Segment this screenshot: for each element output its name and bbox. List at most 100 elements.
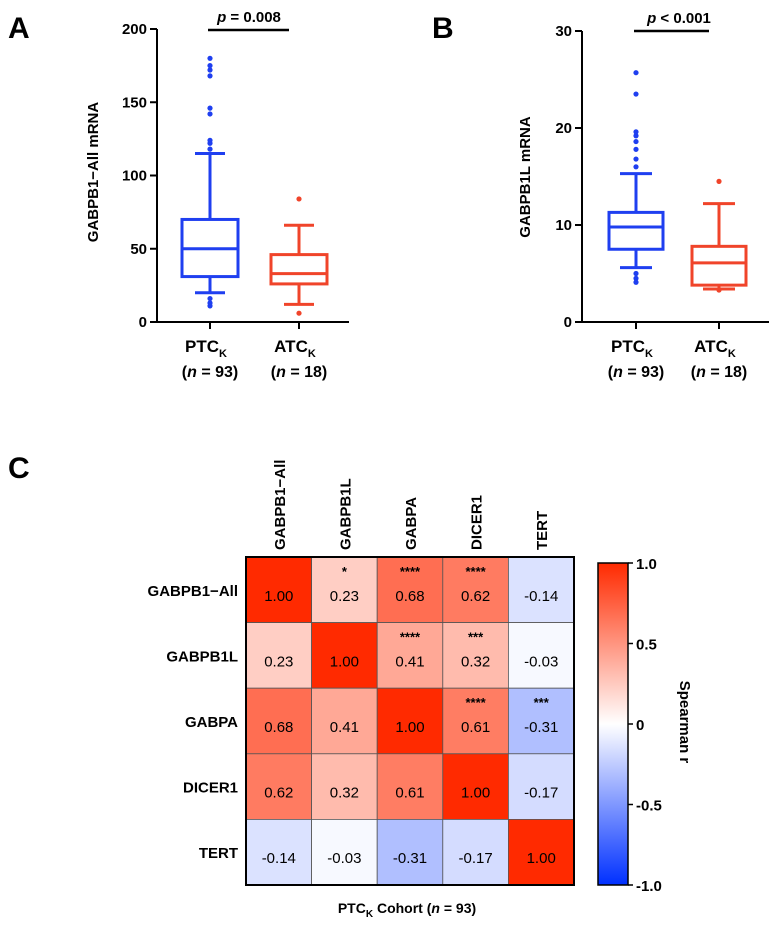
heatmap-col-label: TERT <box>534 511 551 550</box>
panel-a-pvalue-p: p <box>216 9 226 26</box>
outlier-point <box>633 70 639 76</box>
heatmap-cell-value: 0.32 <box>461 653 490 670</box>
heatmap-cell-fill <box>507 753 575 820</box>
heatmap-cell: -0.03 <box>507 622 575 689</box>
heatmap-cell-fill <box>507 556 575 623</box>
colorbar-tick-label: 0.5 <box>636 637 657 654</box>
heatmap-cell-stars: *** <box>468 630 484 645</box>
outlier-point <box>716 287 722 293</box>
heatmap-cell-fill <box>311 687 378 755</box>
outlier-point <box>633 279 639 285</box>
outlier-point <box>207 73 213 79</box>
outlier-point <box>207 63 213 69</box>
panel-a-box-atc <box>269 196 329 316</box>
n-label-part: ( <box>182 364 188 381</box>
heatmap-cell-value: 0.68 <box>395 588 424 605</box>
panel-b-pvalue-p: p <box>646 10 656 27</box>
heatmap-cell: 1.00 <box>245 556 312 623</box>
panel-a-y-tick-label: 0 <box>139 314 147 331</box>
heatmap-cell: -0.17 <box>507 753 575 820</box>
heatmap-cell: 1.00 <box>311 622 378 689</box>
outlier-point <box>633 164 639 170</box>
panel-b-pvalue: p < 0.001 <box>646 10 711 27</box>
heatmap-cell: 1.00 <box>507 819 575 886</box>
heatmap-cell: 0.68 <box>245 687 312 755</box>
heatmap-cell: 0.41 <box>311 687 378 755</box>
heatmap-cell: -0.31 *** <box>507 687 575 755</box>
outlier-point <box>633 156 639 162</box>
panel-b-letter: B <box>432 12 454 45</box>
panel-a-pvalue: p = 0.008 <box>216 9 281 26</box>
heatmap-cell-value: 0.62 <box>461 588 490 605</box>
panel-a-category-label-ptc: PTCK <box>185 337 227 360</box>
heatmap-cell-fill <box>245 687 312 755</box>
colorbar-gradient <box>597 562 629 886</box>
colorbar-tick-label: -0.5 <box>636 798 662 815</box>
box-iqr <box>269 253 329 286</box>
heatmap-row-label: TERT <box>199 845 238 862</box>
category-main: ATC <box>274 337 308 356</box>
heatmap-cell-value: -0.14 <box>524 588 558 605</box>
heatmap-cell-value: 0.61 <box>461 719 490 736</box>
outlier-point <box>207 111 213 117</box>
heatmap-cell: 0.32 <box>311 753 378 820</box>
heatmap-cell-value: 0.62 <box>264 785 293 802</box>
heatmap-cell-fill <box>376 753 444 820</box>
svg-text:p = 0.008: p = 0.008 <box>216 9 281 26</box>
heatmap-cell: 0.32 *** <box>442 622 509 689</box>
n-label-part: ( <box>608 364 614 381</box>
heatmap-cell-stars: **** <box>465 564 486 579</box>
outlier-point <box>633 91 639 97</box>
heatmap-cell-value: -0.17 <box>524 785 558 802</box>
outlier-point <box>716 178 722 184</box>
colorbar-tick-label: 0 <box>636 717 644 734</box>
panel-b-n-label-ptc: (n = 93) <box>608 364 664 381</box>
outlier-point <box>633 138 639 145</box>
panel-b-box-ptc <box>607 70 665 285</box>
n-label-part: n <box>696 364 706 381</box>
outlier-point <box>633 146 639 152</box>
n-label-part: = 18) <box>286 364 327 381</box>
outlier-point <box>633 129 639 135</box>
heatmap-col-label: GABPA <box>403 497 420 550</box>
panel-a-n-label-ptc: (n = 93) <box>182 364 238 381</box>
heatmap-row-label: GABPB1−All <box>148 583 238 600</box>
panel-c-letter: C <box>8 452 30 485</box>
heatmap-cell-stars: **** <box>400 564 421 579</box>
heatmap-cell-fill <box>442 819 509 886</box>
box-iqr <box>690 244 748 287</box>
heatmap-col-label: GABPB1L <box>337 478 354 550</box>
box-iqr <box>607 210 665 251</box>
panel-c-xtitle-mid: Cohort ( <box>373 900 432 916</box>
panel-c-xtitle: PTCK Cohort (n = 93) <box>338 900 476 920</box>
heatmap-cell: 0.62 <box>245 753 312 820</box>
n-label-part: ( <box>691 364 697 381</box>
heatmap-border <box>245 556 575 886</box>
category-sub: K <box>645 348 653 360</box>
heatmap-row-label: DICER1 <box>183 780 238 797</box>
heatmap-cell-fill <box>245 622 312 689</box>
category-sub: K <box>308 348 316 360</box>
panel-b-y-tick-label: 10 <box>555 217 572 234</box>
heatmap-cell-value: -0.31 <box>393 850 427 867</box>
panel-b-pvalue-rest: < 0.001 <box>656 10 711 27</box>
heatmap-cell-fill <box>376 687 444 755</box>
panel-b-category-label-ptc: PTCK <box>611 337 653 360</box>
panel-a-ylabel: GABPB1−All mRNA <box>85 102 102 243</box>
heatmap-cell-value: 1.00 <box>264 588 293 605</box>
colorbar-title: Spearman r <box>676 681 693 764</box>
heatmap-col-label: DICER1 <box>469 495 486 550</box>
heatmap-row-label: GABPB1L <box>166 648 238 665</box>
heatmap-cell-fill <box>507 819 575 886</box>
heatmap-cell-value: 0.41 <box>330 719 359 736</box>
heatmap-cell-value: 0.23 <box>330 588 359 605</box>
category-main: PTC <box>611 337 645 356</box>
panel-a-y-tick-label: 50 <box>130 241 147 258</box>
heatmap-cell-value: 0.41 <box>395 653 424 670</box>
heatmap-cell-fill <box>245 753 312 820</box>
outlier-point <box>296 196 302 202</box>
heatmap-cell-value: -0.17 <box>458 850 492 867</box>
